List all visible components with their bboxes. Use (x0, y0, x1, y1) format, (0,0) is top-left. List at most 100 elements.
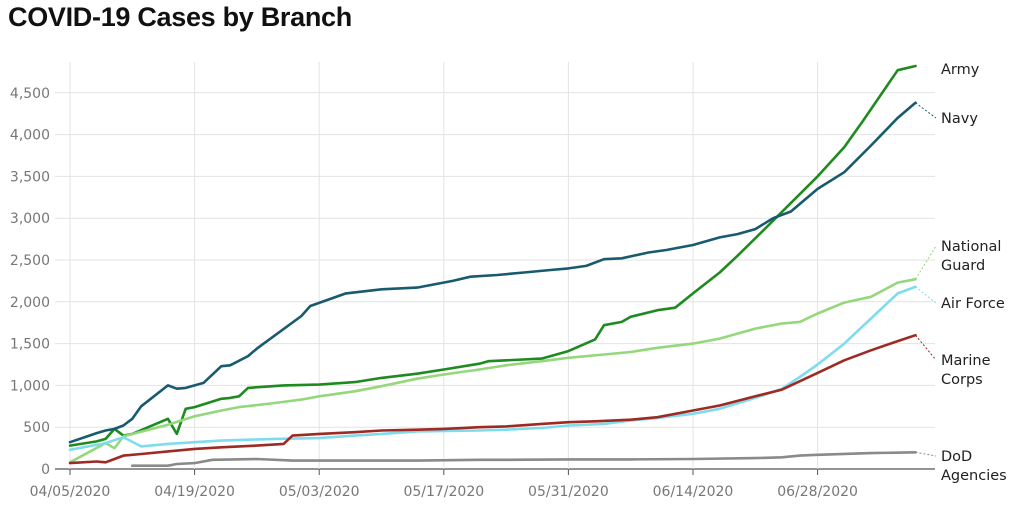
data-point (300, 315, 302, 317)
data-point (897, 117, 899, 119)
series-label-line: Air Force (941, 296, 1005, 312)
x-tick-label: 05/03/2020 (279, 484, 360, 500)
data-point (621, 257, 623, 259)
data-point (870, 296, 872, 298)
data-point (354, 460, 356, 462)
y-tick-label: 0 (41, 462, 50, 478)
data-point (167, 424, 169, 426)
data-point (541, 360, 543, 362)
data-point (354, 381, 356, 383)
data-point (105, 461, 107, 463)
y-tick-label: 3,500 (10, 169, 50, 185)
data-point (781, 322, 783, 325)
data-point (443, 368, 445, 371)
data-point (122, 455, 124, 457)
data-point (69, 444, 71, 447)
data-point (692, 292, 694, 295)
data-point (505, 425, 507, 427)
data-point (692, 244, 694, 246)
data-point (772, 217, 774, 219)
data-point (291, 460, 294, 462)
data-point (817, 312, 819, 315)
data-point (897, 69, 899, 71)
data-point (799, 376, 801, 378)
data-point (754, 327, 756, 330)
data-point (630, 458, 632, 460)
data-point (318, 460, 320, 462)
y-tick-label: 4,500 (10, 86, 50, 102)
data-point (452, 280, 454, 282)
data-point (220, 409, 222, 412)
data-point (630, 419, 632, 421)
series-label: Marine Corps (941, 353, 991, 388)
data-point (220, 439, 222, 442)
data-point (799, 455, 801, 457)
data-point (478, 429, 480, 432)
data-point (380, 288, 383, 290)
data-point (567, 350, 570, 352)
x-tick-label: 05/31/2020 (528, 484, 609, 500)
y-tick-label: 4,000 (10, 128, 50, 144)
data-point (185, 387, 187, 389)
data-point (781, 388, 783, 391)
data-point (194, 415, 196, 417)
label-connector (915, 334, 937, 361)
data-point (754, 228, 756, 230)
data-point (870, 349, 872, 351)
data-point (914, 65, 917, 67)
y-tick-label: 1,500 (10, 337, 50, 353)
data-point (354, 434, 356, 437)
data-point (256, 348, 258, 350)
data-point (318, 437, 320, 439)
data-point (630, 316, 632, 318)
data-point (256, 444, 258, 447)
data-point (416, 460, 418, 462)
series-label: Air Force (941, 296, 1005, 312)
y-tick-label: 3,000 (10, 211, 50, 227)
data-point (647, 251, 650, 254)
data-point (283, 443, 285, 445)
data-point (238, 406, 240, 408)
data-point (567, 424, 570, 427)
data-point (799, 321, 801, 323)
series-label-line: Guard (941, 258, 985, 274)
series-label-line: Marine (941, 353, 991, 369)
data-point (345, 292, 347, 295)
data-point (416, 429, 418, 431)
data-point (247, 387, 249, 389)
data-point (309, 305, 311, 307)
label-connector (915, 245, 937, 280)
data-point (567, 357, 570, 359)
data-point (719, 271, 721, 274)
data-point (247, 355, 249, 357)
data-point (469, 276, 472, 278)
data-point (96, 432, 98, 434)
data-point (692, 458, 694, 460)
data-point (567, 421, 570, 423)
data-point (380, 377, 383, 379)
data-point (69, 441, 71, 443)
data-point (247, 439, 249, 441)
series-label: Navy (941, 111, 978, 127)
data-point (185, 408, 187, 410)
data-point (105, 429, 107, 432)
data-point (354, 390, 356, 392)
data-point (861, 121, 863, 123)
data-point (220, 365, 222, 367)
data-point (897, 340, 899, 342)
x-tick-label: 04/05/2020 (30, 484, 111, 500)
data-point (122, 424, 124, 427)
data-point (505, 459, 507, 461)
data-point (122, 436, 124, 438)
data-point (817, 454, 819, 456)
data-point (897, 292, 899, 295)
data-point (283, 384, 285, 386)
data-point (113, 428, 116, 430)
data-point (167, 384, 169, 386)
data-point (318, 395, 320, 397)
series-label-line: Agencies (941, 468, 1007, 484)
data-point (96, 440, 98, 443)
data-point (96, 460, 98, 463)
data-point (105, 442, 107, 444)
data-point (105, 438, 107, 440)
